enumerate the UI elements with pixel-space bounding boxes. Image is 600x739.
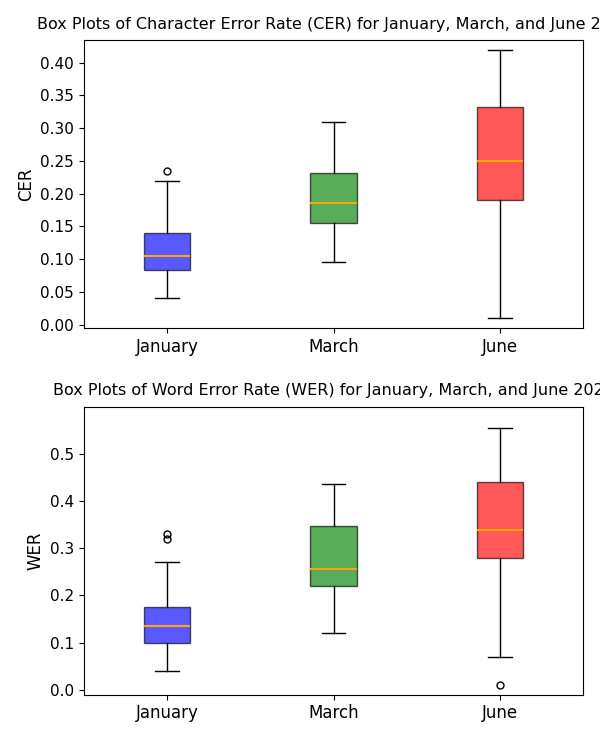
- Y-axis label: CER: CER: [17, 167, 35, 200]
- PathPatch shape: [477, 107, 523, 200]
- PathPatch shape: [144, 233, 190, 270]
- PathPatch shape: [310, 525, 357, 586]
- Y-axis label: WER: WER: [26, 531, 44, 570]
- PathPatch shape: [477, 482, 523, 558]
- PathPatch shape: [144, 607, 190, 643]
- PathPatch shape: [310, 173, 357, 223]
- Title: Box Plots of Word Error Rate (WER) for January, March, and June 2024: Box Plots of Word Error Rate (WER) for J…: [53, 384, 600, 398]
- Title: Box Plots of Character Error Rate (CER) for January, March, and June 2024: Box Plots of Character Error Rate (CER) …: [37, 17, 600, 32]
